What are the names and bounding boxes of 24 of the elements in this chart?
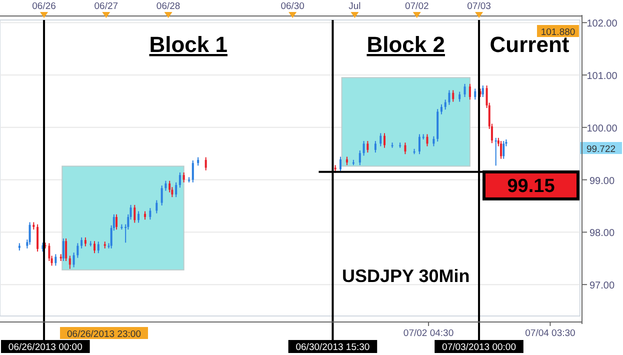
y-tick-label: 102.00	[586, 18, 618, 30]
x2-tick-label: 07/03	[467, 1, 491, 12]
ref-line-label: 07/03/2013 00:00	[442, 342, 516, 353]
x-tick-label: 07/02 04:30	[403, 328, 454, 339]
annotation: Block 2	[366, 32, 446, 57]
y-tick-label: 97.00	[589, 280, 615, 292]
x2-tick-label: 06/27	[94, 1, 118, 12]
x2-tick-label: 06/26	[32, 1, 56, 12]
x2-tick-label: 07/02	[404, 1, 429, 12]
x-tick-label: 07/04 03:30	[525, 328, 576, 339]
y-tick-label: 99.00	[589, 176, 615, 187]
x2-tick-label: 06/30	[280, 1, 304, 12]
ref-line-label: 99.15	[507, 176, 556, 197]
text: 99.722	[586, 144, 616, 155]
ref-line-label: 06/30/2013 15:30	[296, 342, 370, 353]
annotation: Block 1	[149, 32, 228, 57]
x2-tick-label: 06/28	[156, 1, 180, 12]
y-tick-label: 98.00	[589, 228, 615, 240]
x2-tick-label: Jul	[348, 1, 361, 12]
y-tick-label: 100.00	[586, 123, 618, 134]
annotation: USDJPY 30Min	[342, 266, 470, 286]
y-tick-label: 101.00	[586, 71, 618, 82]
text: 06/26/2013 23:00	[67, 329, 141, 340]
ref-line-label: 06/26/2013 00:00	[8, 342, 82, 353]
